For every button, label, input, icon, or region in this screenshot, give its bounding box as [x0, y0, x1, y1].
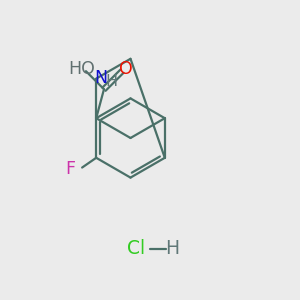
Text: F: F: [65, 160, 75, 178]
Text: N: N: [94, 69, 107, 87]
Text: H: H: [165, 239, 180, 259]
Text: HO: HO: [69, 60, 95, 78]
Text: Cl: Cl: [128, 239, 146, 259]
Text: O: O: [119, 60, 133, 78]
Text: H: H: [105, 74, 117, 88]
